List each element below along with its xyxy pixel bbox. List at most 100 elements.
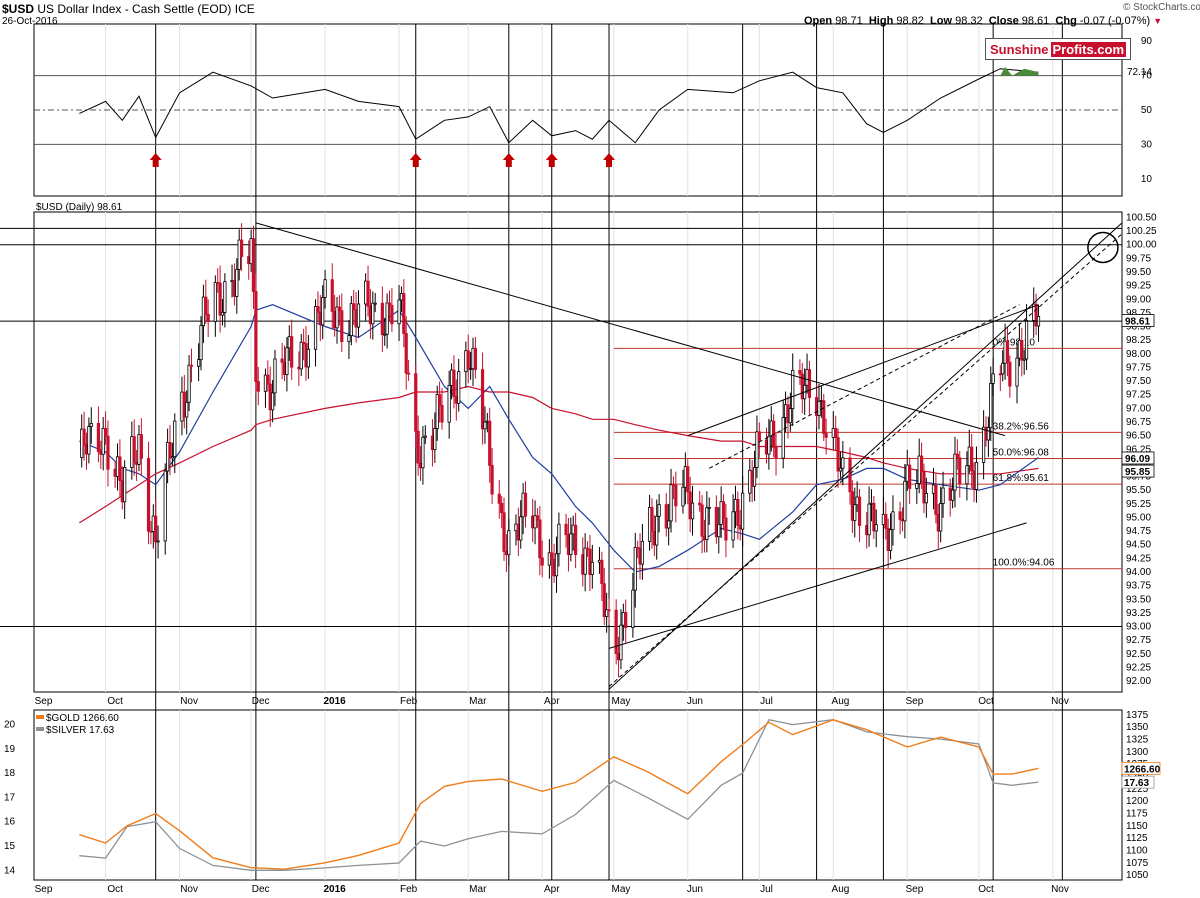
candle-body [447,385,451,423]
candle-body [958,457,962,485]
candle-body [1015,357,1019,387]
candle-body [290,336,294,368]
candle-body [657,504,661,517]
x-axis-label: Jun [687,696,703,707]
x-axis-label: Nov [180,884,198,895]
x-axis-label: Mar [469,696,487,707]
candle-body [390,304,394,325]
candle-body [590,561,594,575]
x-axis-label: Aug [832,884,850,895]
x-axis-label: May [611,884,630,895]
stockcharts-credit: © StockCharts.com [1123,2,1200,13]
price-tag-label: 96.09 [1125,454,1150,465]
x-axis-label: Jul [760,696,773,707]
rsi-current-tag: 72.14 [1127,67,1152,78]
price-tick-label: 95.00 [1126,512,1151,523]
candle-body [848,457,852,493]
upper-channel-dashed [708,304,1020,469]
main-panel-title: $USD (Daily) 98.61 [36,202,123,213]
x-axis-label: Oct [107,696,123,707]
candle-body [502,512,506,552]
candle-body [213,282,217,322]
candle-body [934,484,938,515]
candle-body [87,426,91,455]
candle-body [330,279,334,312]
candle-body [891,511,895,531]
candle-body [497,493,501,504]
price-tag-label: 98.61 [1125,317,1150,328]
candle-body [523,492,528,517]
chart-grid [33,23,1123,881]
candle-body [414,373,418,432]
candle-body [187,364,191,403]
price-tick-label: 97.50 [1126,376,1151,387]
candle-body [807,369,812,398]
candle-body [915,483,919,489]
candle-body [631,589,635,628]
gold-tick-label: 1175 [1126,808,1148,819]
price-tick-label: 98.50 [1126,322,1151,333]
gold-tick-label: 1125 [1126,833,1148,844]
rsi-overbought-fill [1000,67,1039,76]
candle-body [1005,340,1010,363]
candle-body [101,428,105,455]
candle-body [953,453,957,491]
up-arrow-icon [502,153,515,167]
rsi-panel: 90 70 50 30 10 72.14 [34,36,1152,185]
price-tick-label: 94.25 [1126,553,1151,564]
sunshine-profits-logo: Sunshine Profits.com [985,38,1131,60]
candle-body [836,437,840,472]
candle-body [220,311,225,316]
candle-body [838,467,843,472]
candle-body [466,350,470,370]
up-arrow-icon [603,153,616,167]
price-tick-label: 96.50 [1126,431,1151,442]
candle-body [483,421,487,430]
gold-tick-label: 1100 [1126,845,1148,856]
gold-tick-label: 1050 [1126,870,1149,881]
candle-body [700,504,704,537]
candle-body [824,433,828,438]
candle-body [347,335,351,343]
change-value: -0.07 (-0.07%) [1079,15,1151,27]
lower-trendline [608,522,1027,649]
silver-tick-label: 20 [4,720,16,731]
candle-body [356,303,361,328]
rsi-line [79,68,1039,144]
candle-body [285,347,289,375]
candle-body [1024,320,1029,360]
silver-price-tag-label: 17.63 [1124,778,1149,789]
candle-body [235,269,239,297]
price-tag-box [1121,314,1155,327]
candle-body [741,492,745,530]
price-tick-label: 93.75 [1126,581,1151,592]
candle-body [705,507,709,540]
candle-body [170,456,174,459]
x-axis-label: Oct [978,884,994,895]
candle-body [752,467,757,487]
candle-body [857,496,862,526]
candle-body [402,293,406,334]
rsi-tick-label: 70 [1141,71,1153,82]
candle-body [423,435,427,438]
price-tag-label: 95.85 [1125,467,1150,478]
candle-body [89,422,93,427]
candle-body [440,405,444,423]
candle-body [791,369,795,409]
candle-body [755,431,759,468]
x-axis-label: Oct [978,696,994,707]
ma50-line [79,304,1039,573]
fib-level-label: 50.0%:96.08 [993,448,1050,459]
candle-body [323,279,327,298]
candle-body [321,297,325,326]
low-value: 98.32 [955,15,983,27]
x-axis-label: Feb [400,884,418,895]
candle-body [163,470,167,542]
candle-body [717,523,721,538]
gold-tick-label: 1375 [1126,710,1149,721]
silver-tick-label: 16 [4,817,16,828]
gold-tick-label: 1200 [1126,796,1149,807]
price-tick-label: 97.00 [1126,403,1151,414]
candle-body [757,431,761,441]
resistance-trendline [255,222,1006,437]
